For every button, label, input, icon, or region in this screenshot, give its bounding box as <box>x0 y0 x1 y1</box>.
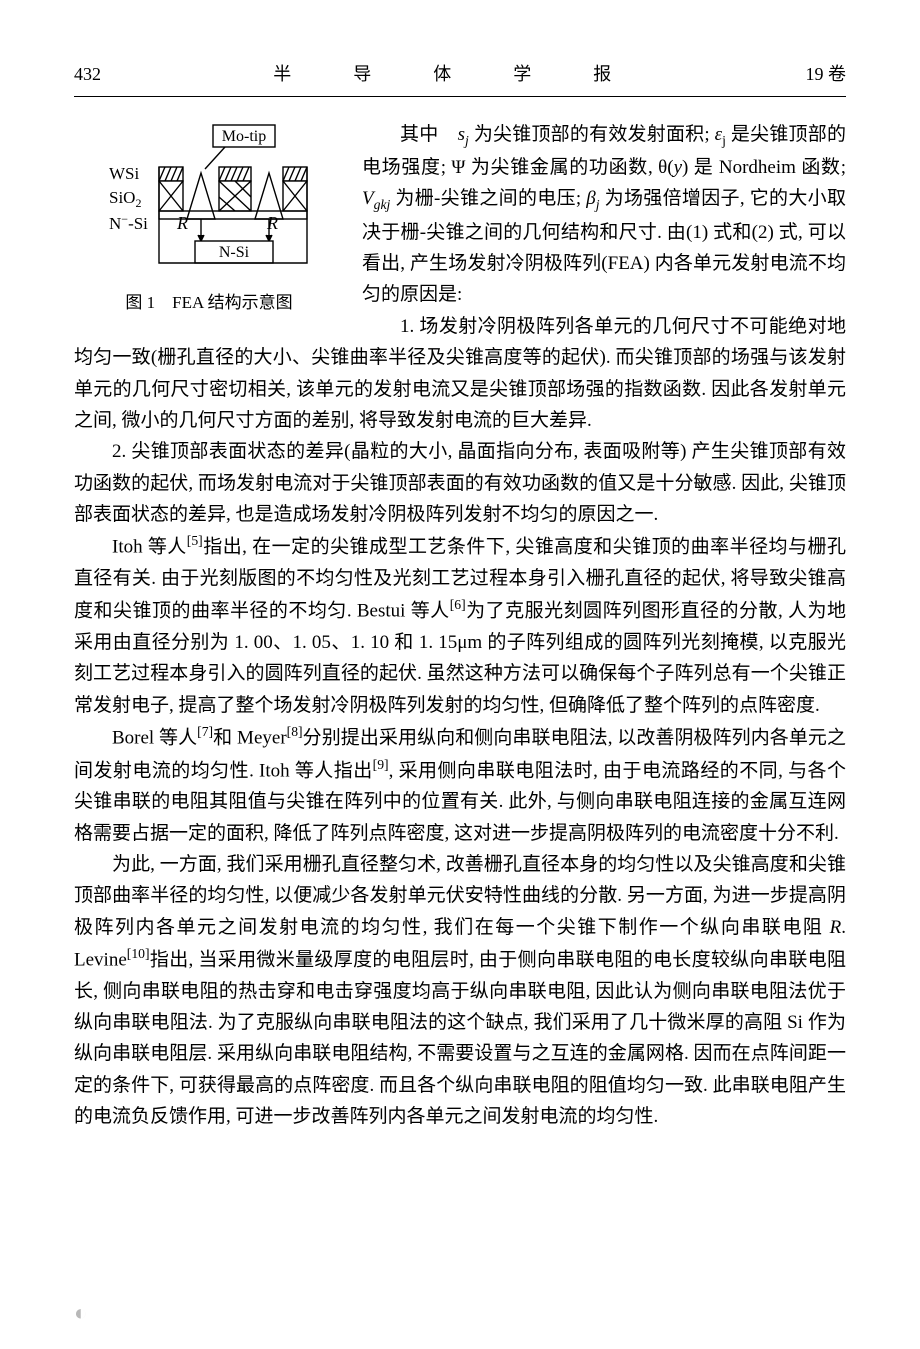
body-p3: 2. 尖锥顶部表面状态的差异(晶粒的大小, 晶面指向分布, 表面吸附等) 产生尖… <box>74 436 846 530</box>
body-p5: Borel 等人[7]和 Meyer[8]分别提出采用纵向和侧向串联电阻法, 以… <box>74 721 846 849</box>
figure-1: Mo-tip <box>74 123 344 317</box>
wsi-layer <box>159 167 307 181</box>
label-sio2: SiO2 <box>109 188 141 210</box>
body-p2: 1. 场发射冷阴极阵列各单元的几何尺寸不可能绝对地均匀一致(栅孔直径的大小、尖锥… <box>74 311 846 436</box>
footer-mark-icon: ◐ <box>74 1295 87 1331</box>
body-p6: 为此, 一方面, 我们采用栅孔直径整匀术, 改善栅孔直径本身的均匀性以及尖锥高度… <box>74 849 846 1132</box>
label-wsi: WSi <box>109 164 140 183</box>
fea-schematic-svg: Mo-tip <box>105 123 313 283</box>
page-header: 432 半 导 体 学 报 19 卷 <box>74 60 846 97</box>
label-nsi: N-Si <box>219 244 250 261</box>
volume-number: 19 卷 <box>806 60 847 90</box>
label-r-right: R <box>266 213 278 233</box>
label-nminus-si: N−-Si <box>109 212 148 233</box>
label-mo-tip: Mo-tip <box>222 128 266 145</box>
sio2-layer <box>159 181 307 211</box>
body-p4: Itoh 等人[5]指出, 在一定的尖锥成型工艺条件下, 尖锥高度和尖锥顶的曲率… <box>74 530 846 721</box>
journal-title: 半 导 体 学 报 <box>273 60 633 90</box>
label-r-left: R <box>176 213 188 233</box>
page-number: 432 <box>74 60 101 90</box>
figure-caption: 图 1 FEA 结构示意图 <box>74 289 344 317</box>
